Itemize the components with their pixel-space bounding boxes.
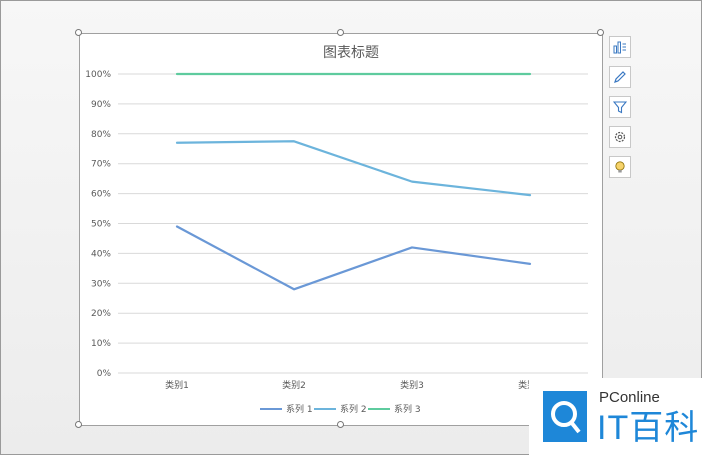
resize-handle-top-middle[interactable] (337, 29, 344, 36)
resize-handle-top-right[interactable] (597, 29, 604, 36)
chart-elements-button[interactable] (609, 36, 631, 58)
legend-label: 系列 3 (394, 405, 421, 415)
chart-styles-button[interactable] (609, 66, 631, 88)
legend-swatch (260, 407, 282, 410)
chart-area[interactable] (79, 33, 603, 426)
legend-label: 系列 2 (340, 405, 367, 415)
chart-filter-button[interactable] (609, 96, 631, 118)
chart-tips-icon (615, 161, 625, 173)
watermark-title: IT百科 (597, 409, 700, 447)
chart-title[interactable]: 图表标题 (323, 45, 379, 61)
resize-handle-top-left[interactable] (75, 29, 82, 36)
legend-item-3[interactable]: 系列 3 (368, 402, 421, 415)
pconline-logo-icon (543, 391, 587, 442)
legend-swatch (314, 407, 336, 410)
chart-settings-icon (614, 131, 626, 143)
resize-handle-bottom-middle[interactable] (337, 421, 344, 428)
chart-elements-icon (613, 41, 626, 54)
legend-swatch (368, 407, 390, 410)
resize-handle-bottom-left[interactable] (75, 421, 82, 428)
chart-filter-icon (613, 101, 627, 114)
chart-styles-icon (614, 71, 626, 83)
legend-item-2[interactable]: 系列 2 (314, 402, 367, 415)
chart-tips-button[interactable] (609, 156, 631, 178)
legend-label: 系列 1 (286, 405, 313, 415)
pconline-watermark: PConline IT百科 (529, 378, 702, 455)
chart-settings-button[interactable] (609, 126, 631, 148)
watermark-brand: PConline (599, 389, 660, 406)
legend-item-1[interactable]: 系列 1 (260, 402, 313, 415)
